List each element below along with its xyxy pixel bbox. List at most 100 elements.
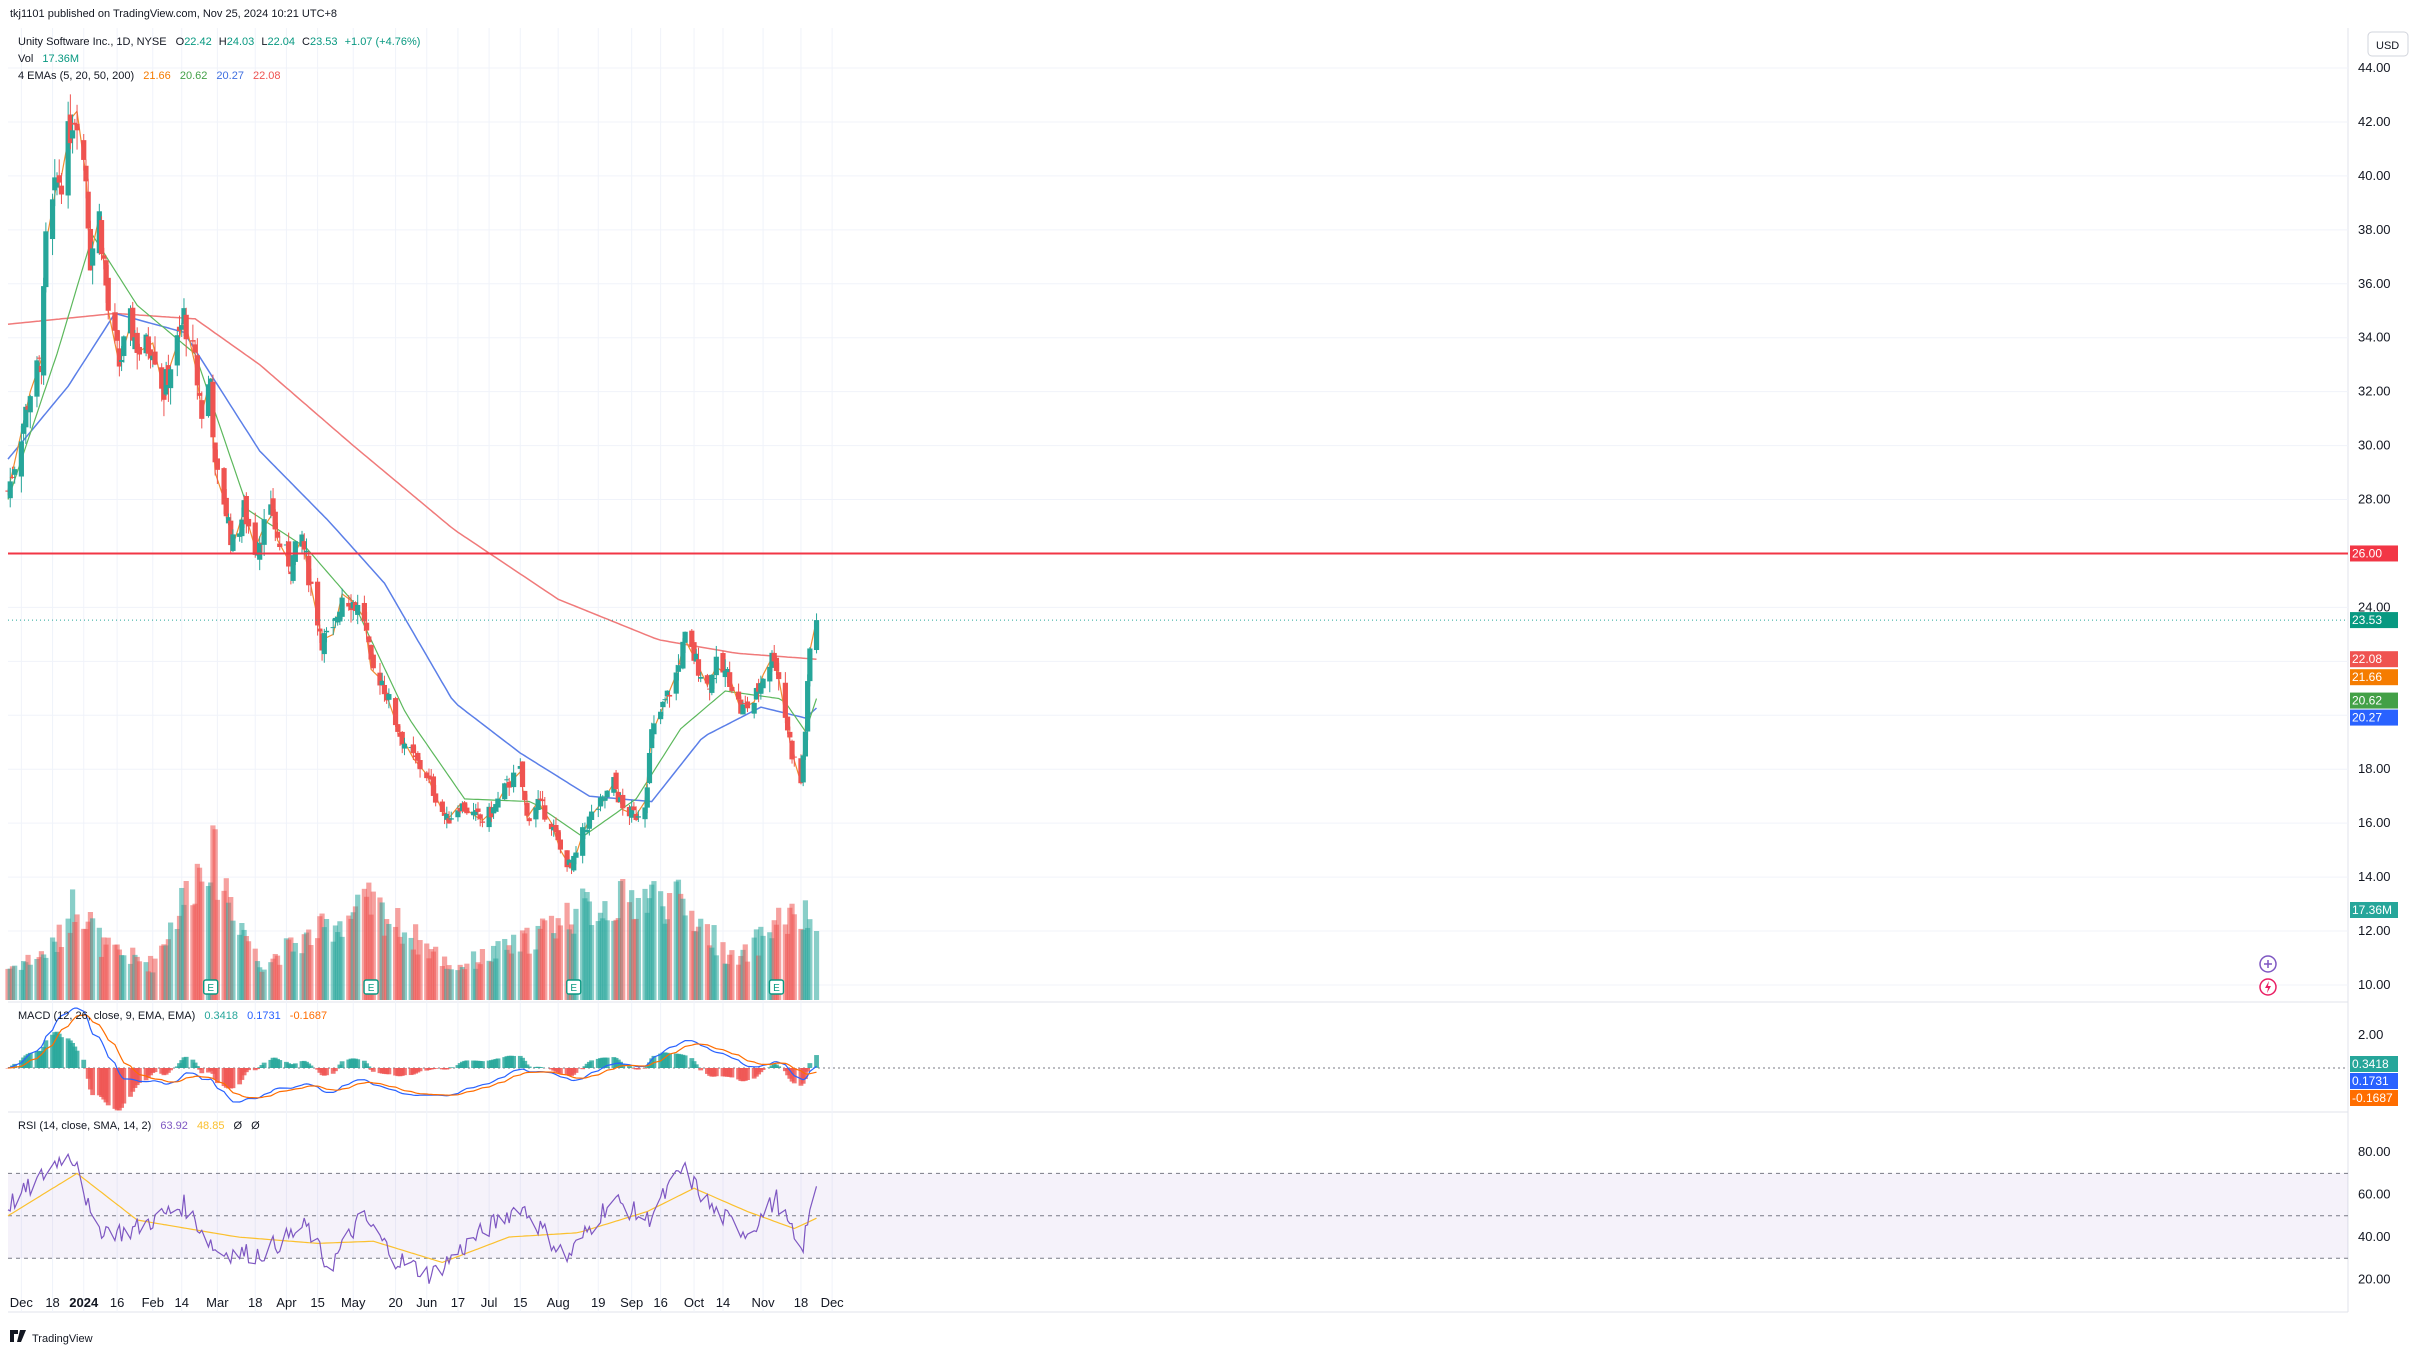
macd-histogram-bar [292, 1063, 298, 1068]
earnings-marker[interactable]: E [363, 979, 379, 995]
macd-histogram-bar [308, 1065, 314, 1068]
candle-body [751, 702, 757, 714]
volume-bar [542, 920, 548, 1000]
candle-body [23, 406, 29, 428]
candle-body [18, 441, 24, 477]
macd-histogram-bar [760, 1068, 766, 1070]
candle-body [727, 672, 733, 688]
macd-histogram-bar [651, 1055, 657, 1068]
volume-bar [323, 918, 330, 1000]
candle-body [493, 804, 499, 812]
candle-body [698, 676, 704, 679]
ema5-price-label: 21.66 [2352, 670, 2382, 684]
candle-body [417, 760, 423, 770]
macd-histogram-bar [105, 1068, 111, 1106]
candle-body [370, 654, 376, 669]
volume-bar [635, 897, 641, 1000]
earnings-marker[interactable]: E [566, 979, 582, 995]
macd-histogram-bar [417, 1068, 423, 1072]
earnings-icon: E [207, 983, 214, 994]
earnings-marker[interactable]: E [768, 979, 785, 995]
l-label: L [261, 36, 267, 48]
macd-histogram-bar [589, 1060, 594, 1068]
macd-panel [5, 1007, 2348, 1111]
grid [8, 28, 2348, 1312]
macd-histogram-bar [433, 1068, 439, 1069]
candle-body [116, 348, 122, 367]
horizontal-line-26 [8, 552, 2348, 621]
time-tick-label: Mar [206, 1295, 229, 1310]
candle-body [290, 555, 296, 581]
ema50-price-label-bg [2350, 709, 2398, 726]
macd-histogram-bar [557, 1068, 563, 1074]
candle-body [704, 675, 711, 684]
time-tick-label: 18 [794, 1295, 808, 1310]
macd-legend: MACD (12, 26, close, 9, EMA, EMA) 0.3418… [18, 1010, 327, 1022]
volume-bar [433, 946, 439, 1000]
candle-body [121, 336, 127, 356]
candle-body [239, 519, 245, 537]
candle-body [535, 798, 541, 811]
macd-label: MACD (12, 26, close, 9, EMA, EMA) [18, 1010, 195, 1022]
h-value: 24.03 [227, 36, 255, 48]
candle-body [323, 630, 330, 633]
volume-bar [448, 969, 454, 1000]
volume-bar [713, 955, 719, 1000]
candle-body [386, 694, 392, 700]
macd-histogram-bar [199, 1068, 205, 1074]
time-tick-label: Aug [547, 1295, 570, 1310]
macd-line [7, 1007, 817, 1103]
candle-body [658, 711, 664, 720]
candle-body [58, 185, 65, 195]
candle-body [735, 691, 742, 700]
volume-bar [386, 923, 392, 1000]
rsi-tick-label: 40.00 [2358, 1229, 2391, 1244]
macd-histogram-bar [364, 1063, 370, 1068]
candle-body [782, 682, 788, 718]
macd-histogram-bar [627, 1066, 632, 1068]
candle-body [444, 813, 450, 820]
candle-body [392, 698, 399, 726]
ema200-value: 22.08 [253, 70, 281, 82]
candle-body [776, 672, 782, 680]
candle-body [223, 497, 229, 517]
macd-histogram-bar [339, 1061, 345, 1068]
candle-body [361, 602, 367, 622]
macd-histogram-bar [402, 1068, 407, 1076]
tradingview-logo[interactable]: TradingView [10, 1330, 93, 1345]
volume-bar [292, 942, 298, 1000]
macd-histogram-bar [230, 1068, 236, 1089]
time-tick-label: Feb [142, 1295, 164, 1310]
candle-body [366, 636, 372, 643]
lightning-icon [2265, 981, 2271, 993]
candle-body [36, 357, 42, 359]
candle-body [802, 731, 809, 757]
add-indicator-button[interactable] [2259, 955, 2277, 973]
earnings-marker[interactable]: E [202, 979, 219, 995]
ema20-line [7, 233, 818, 838]
candle-body [495, 798, 501, 808]
candle-body [81, 140, 87, 160]
macd-histogram-bar [194, 1066, 200, 1068]
candle-body [479, 821, 486, 823]
candle-body [330, 627, 336, 629]
candle-body [152, 351, 158, 365]
price-tick-label: 34.00 [2358, 330, 2391, 345]
macd-histogram-bar [814, 1055, 819, 1068]
candle-body [194, 355, 200, 386]
volume-bar [199, 881, 205, 1000]
plus-icon [2264, 960, 2272, 968]
candle-body [584, 829, 590, 833]
currency-button[interactable]: USD [2367, 31, 2409, 57]
price-tick-label: 18.00 [2358, 761, 2391, 776]
candle-body [680, 641, 686, 669]
alert-button[interactable] [2259, 978, 2277, 996]
macd-histogram-bar [43, 1040, 49, 1068]
price-tick-label: 28.00 [2358, 492, 2391, 507]
tradingview-logo-icon [10, 1330, 26, 1342]
candle-body [573, 852, 579, 858]
volume-bar [230, 920, 236, 1000]
l-value: 22.04 [267, 36, 295, 48]
candle-body [308, 581, 314, 584]
candle-body [433, 793, 439, 803]
